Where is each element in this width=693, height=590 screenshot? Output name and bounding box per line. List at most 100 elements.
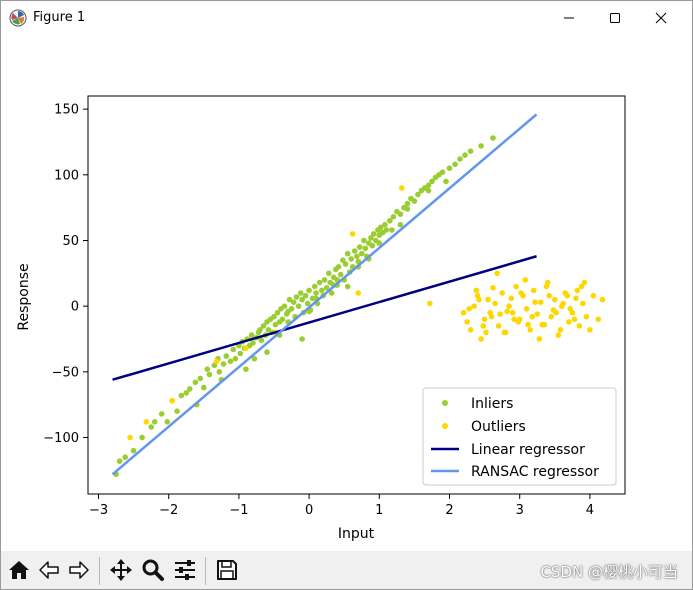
inlier-point — [361, 237, 367, 244]
x-tick-label: 4 — [586, 503, 594, 518]
inlier-point — [356, 244, 363, 250]
legend-inliers-marker — [442, 400, 448, 406]
window-title: Figure 1 — [33, 10, 86, 25]
inlier-point — [404, 206, 411, 212]
outlier-point — [483, 329, 489, 336]
outlier-point — [587, 327, 593, 333]
outlier-point — [583, 313, 590, 320]
inlier-point — [316, 279, 323, 286]
inlier-point — [326, 270, 332, 277]
outlier-point — [529, 313, 536, 320]
back-icon — [39, 561, 59, 579]
outlier-point — [485, 296, 491, 303]
x-tick-label: 1 — [375, 503, 383, 518]
outlier-point — [571, 316, 578, 323]
inlier-point — [369, 242, 376, 249]
inlier-point — [187, 386, 193, 392]
forward-icon — [69, 561, 89, 579]
inlier-point — [237, 350, 244, 357]
inlier-point — [274, 309, 281, 316]
inlier-point — [370, 231, 377, 237]
inlier-point — [457, 156, 463, 162]
inlier-point — [297, 290, 304, 296]
inlier-point — [148, 424, 154, 430]
y-tick-label: 0 — [71, 300, 79, 315]
axes-frame — [87, 95, 626, 495]
inlier-point — [478, 143, 484, 149]
outlier-point — [518, 290, 524, 296]
inlier-point — [251, 355, 258, 362]
outlier-point — [599, 296, 606, 303]
outlier-point — [578, 283, 585, 290]
forward-button[interactable] — [65, 555, 93, 585]
subplots-button[interactable] — [171, 555, 199, 585]
back-button[interactable] — [35, 555, 63, 585]
inlier-point — [362, 245, 369, 252]
inlier-point — [446, 165, 453, 171]
inlier-point — [425, 187, 432, 194]
inlier-point — [299, 296, 305, 303]
inlier-point — [257, 327, 263, 333]
inlier-point — [404, 200, 411, 207]
inlier-point — [130, 447, 137, 454]
outlier-point — [501, 329, 508, 336]
outlier-point — [543, 283, 550, 290]
inlier-point — [116, 458, 123, 465]
zoom-icon — [142, 559, 164, 581]
save-button[interactable] — [213, 555, 241, 585]
figure-canvas[interactable]: −3 −2 −1 0 1 2 3 4 −100 −50 0 50 100 150 Input Respo… — [1, 35, 692, 551]
inlier-point — [178, 392, 185, 399]
outlier-point — [515, 319, 522, 325]
toolbar-separator — [99, 557, 100, 585]
inlier-point — [197, 375, 204, 382]
outlier-point — [527, 327, 533, 333]
outlier-point — [513, 283, 519, 290]
outliers-series — [127, 185, 606, 441]
outlier-point — [399, 185, 405, 191]
outlier-point — [213, 358, 220, 365]
y-tick-label: −100 — [43, 431, 79, 446]
inlier-point — [164, 419, 171, 425]
outlier-point — [530, 287, 537, 294]
outlier-point — [523, 306, 530, 312]
inlier-point — [232, 355, 239, 362]
inlier-point — [368, 235, 374, 241]
inlier-point — [286, 296, 293, 303]
inlier-point — [295, 303, 302, 310]
x-tick-label: 3 — [516, 503, 524, 518]
outlier-point — [553, 309, 559, 316]
save-icon — [217, 560, 237, 580]
inlier-point — [344, 250, 351, 257]
outlier-point — [539, 321, 545, 328]
home-icon — [9, 561, 29, 579]
maximize-button[interactable] — [592, 1, 638, 35]
outlier-point — [576, 323, 583, 329]
inlier-point — [299, 336, 305, 342]
pan-button[interactable] — [107, 555, 135, 585]
inlier-point — [230, 346, 237, 353]
outlier-point — [466, 306, 473, 312]
outlier-point — [595, 316, 602, 323]
x-tick-label: −3 — [89, 503, 108, 518]
legend-outliers-label: Outliers — [471, 419, 526, 435]
zoom-button[interactable] — [139, 555, 167, 585]
outlier-point — [581, 279, 588, 286]
close-button[interactable] — [638, 1, 684, 35]
legend-inliers-label: Inliers — [471, 396, 513, 412]
outlier-point — [508, 295, 515, 302]
inlier-point — [425, 182, 432, 189]
outlier-point — [467, 327, 474, 333]
inlier-point — [258, 337, 265, 344]
outlier-point — [478, 336, 484, 342]
outlier-point — [560, 300, 566, 307]
home-button[interactable] — [5, 555, 33, 585]
inlier-point — [304, 300, 311, 307]
outlier-point — [555, 332, 562, 338]
inlier-point — [340, 257, 346, 263]
outlier-point — [538, 299, 544, 306]
outlier-point — [499, 290, 506, 296]
outlier-point — [506, 303, 512, 310]
outlier-point — [349, 231, 356, 237]
minimize-button[interactable] — [546, 1, 592, 35]
